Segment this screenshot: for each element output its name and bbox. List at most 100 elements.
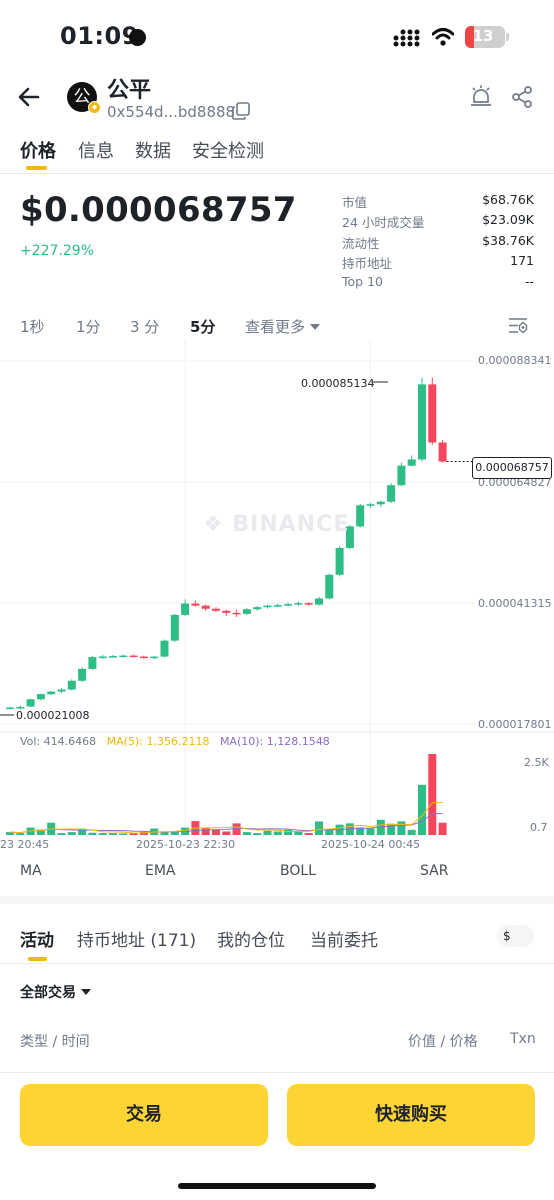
volume-bar [387,823,396,835]
candle-body [294,603,303,605]
candle-body [366,504,375,506]
candle-body [36,694,45,700]
volume-bar [57,833,66,835]
tab-holders[interactable]: 持币地址 (171) [77,931,197,951]
interval-5m[interactable]: 5分 [190,318,216,336]
stat-value-liquidity: $38.76K [482,233,534,248]
y-tick-2: 0.000041315 [478,597,552,610]
column-type-time: 类型 / 时间 [20,1034,90,1050]
column-txn: Txn [510,1031,536,1047]
x-tick-2: 2025-10-24 00:45 [321,838,421,851]
volume-bar [139,832,148,835]
battery-tip [506,33,509,41]
candle-body [407,459,416,466]
column-value-price: 价值 / 价格 [408,1034,478,1050]
contract-address: 0x554d...bd8888 [107,103,236,121]
more-intervals-dropdown[interactable]: 查看更多 [245,316,321,337]
ma5-value: MA(5): 1,356.2118 [106,735,210,748]
trade-filter-label: 全部交易 [20,985,76,1001]
currency-toggle[interactable]: $ [497,925,534,947]
wifi-icon [432,28,454,46]
high-price-marker: 0.000085134 [301,377,375,390]
section-separator [0,896,554,904]
volume-bar [273,831,282,835]
price-chart[interactable] [0,340,554,840]
chart-settings-icon[interactable] [508,317,528,334]
tab-price[interactable]: 价格 [20,141,56,162]
volume-info: Vol: 414.6468 MA(5): 1,356.2118 MA(10): … [20,735,330,748]
candle-body [6,707,14,710]
token-logo: 公 [67,82,97,112]
candle-body [232,612,241,615]
trade-button[interactable]: 交易 [20,1084,268,1146]
candle-body [438,442,447,462]
ma10-value: MA(10): 1,128.1548 [219,735,330,748]
candle-body [345,526,354,549]
stat-label-volume: 24 小时成交量 [342,215,425,230]
volume-bar [253,833,262,835]
binance-watermark: ❖ BINANCE [203,512,350,537]
stat-label-liquidity: 流动性 [342,236,380,251]
token-name: 公平 [107,78,152,103]
volume-bar [119,833,128,835]
tab-security-check[interactable]: 安全检测 [192,141,264,162]
tab-open-orders[interactable]: 当前委托 [310,931,378,951]
candle-body [304,603,313,605]
volume-bar [397,821,406,835]
price-alert-icon[interactable] [470,85,492,107]
candle-body [181,603,190,615]
interval-1m[interactable]: 1分 [76,318,101,336]
interval-1s[interactable]: 1秒 [20,318,45,336]
tab-data[interactable]: 数据 [135,141,171,162]
volume-bar [366,828,375,835]
candle-body [170,614,179,641]
indicator-boll[interactable]: BOLL [280,863,316,879]
candle-body [263,605,272,608]
volume-bar [315,821,323,835]
volume-bar [98,833,107,835]
volume-bar [294,831,303,835]
candle-body [315,598,323,605]
chevron-down-icon [310,324,321,330]
volume-bar [160,831,169,835]
home-indicator [178,1183,376,1189]
indicator-ema[interactable]: EMA [145,863,176,879]
vol-tick-max: 2.5K [524,756,549,769]
stat-label-market-cap: 市值 [342,195,368,210]
candle-body [428,384,437,443]
tabs-divider [0,173,554,174]
quick-buy-button[interactable]: 快速购买 [287,1084,535,1146]
volume-bar [78,828,87,835]
share-icon[interactable] [511,86,533,108]
tab-info[interactable]: 信息 [78,141,114,162]
volume-value: Vol: 414.6468 [20,735,97,748]
volume-bar [6,832,14,835]
candle-body [150,656,159,659]
trade-filter-dropdown[interactable]: 全部交易 [20,982,91,1002]
stat-value-volume: $23.09K [482,212,534,227]
candle-body [418,384,426,460]
candle-body [119,655,128,658]
active-tab-indicator [26,166,47,170]
volume-bar [67,832,76,835]
interval-3m[interactable]: 3 分 [130,318,160,336]
back-arrow-icon[interactable] [16,84,42,110]
indicator-sar[interactable]: SAR [420,863,449,879]
battery-level: 13 [472,27,494,45]
candle-body [98,656,107,659]
volume-ma10-line [9,813,443,834]
volume-bar [304,833,313,835]
current-price-tag: 0.000068757 [472,457,552,479]
tab-activity[interactable]: 活动 [20,931,54,951]
volume-bar [170,831,179,835]
volume-bar [201,828,210,835]
copy-icon[interactable] [232,102,250,120]
candle-body [376,501,385,505]
tab-my-positions[interactable]: 我的仓位 [217,931,285,951]
indicator-ma[interactable]: MA [20,863,42,879]
candle-body [397,465,406,486]
candle-body [57,689,66,692]
candle-body [78,668,87,681]
volume-bar [263,830,272,835]
volume-bar [242,832,251,835]
